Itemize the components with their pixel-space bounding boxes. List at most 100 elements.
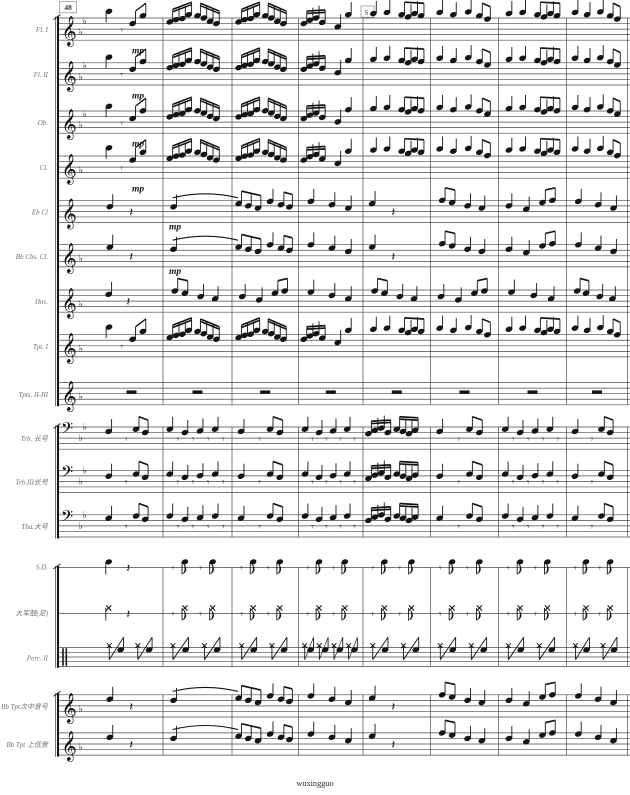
svg-text:♭: ♭ <box>79 300 83 310</box>
svg-text:大军鼓(足): 大军鼓(足) <box>15 610 48 618</box>
svg-text:𝄾: 𝄾 <box>120 118 123 129</box>
svg-text:mp: mp <box>169 223 181 233</box>
svg-text:𝄾: 𝄾 <box>120 342 123 353</box>
svg-text:𝄞: 𝄞 <box>62 154 77 186</box>
svg-text:𝄾: 𝄾 <box>192 522 195 533</box>
svg-text:wuxingguo: wuxingguo <box>296 779 333 788</box>
svg-text:♭: ♭ <box>79 166 83 176</box>
svg-text:♭: ♭ <box>79 434 83 444</box>
svg-text:𝄾: 𝄾 <box>466 610 469 621</box>
svg-text:♭: ♭ <box>82 511 86 521</box>
svg-text:𝄾: 𝄾 <box>512 522 515 533</box>
svg-text:𝄾: 𝄾 <box>556 522 559 533</box>
svg-text:𝄾: 𝄾 <box>371 610 374 621</box>
svg-text:𝄾: 𝄾 <box>325 522 328 533</box>
svg-text:𝄾: 𝄾 <box>207 522 210 533</box>
svg-text:𝄢: 𝄢 <box>61 421 73 442</box>
svg-text:𝄾: 𝄾 <box>192 478 195 489</box>
svg-text:♭: ♭ <box>79 73 83 83</box>
svg-text:𝄽: 𝄽 <box>129 699 133 713</box>
svg-text:𝄾: 𝄾 <box>172 610 175 621</box>
svg-text:𝄾: 𝄾 <box>398 610 401 621</box>
svg-text:Tpt. I: Tpt. I <box>33 343 49 351</box>
svg-text:𝄾: 𝄾 <box>353 478 356 489</box>
svg-text:𝄾: 𝄾 <box>258 434 261 445</box>
svg-text:𝄾: 𝄾 <box>591 434 594 445</box>
svg-text:♭: ♭ <box>82 466 86 476</box>
svg-text:𝄾: 𝄾 <box>125 434 128 445</box>
svg-text:𝄾: 𝄾 <box>267 610 270 621</box>
svg-text:𝄾: 𝄾 <box>332 610 335 621</box>
svg-text:𝄾: 𝄾 <box>598 610 601 621</box>
svg-text:mp: mp <box>132 91 144 101</box>
svg-text:Trb. 长号: Trb. 长号 <box>21 435 49 443</box>
svg-text:𝄾: 𝄾 <box>125 478 128 489</box>
svg-text:♭: ♭ <box>79 478 83 488</box>
svg-text:𝄾: 𝄾 <box>177 522 180 533</box>
svg-text:♭: ♭ <box>82 17 86 27</box>
svg-text:♭: ♭ <box>79 345 83 355</box>
svg-text:𝄞: 𝄞 <box>62 61 77 93</box>
svg-text:𝄽: 𝄽 <box>391 738 395 752</box>
svg-text:𝄽: 𝄽 <box>129 205 133 219</box>
svg-text:♭: ♭ <box>79 121 83 131</box>
svg-text:𝄾: 𝄾 <box>591 522 594 533</box>
svg-text:𝄾: 𝄾 <box>542 478 545 489</box>
svg-text:𝄾: 𝄾 <box>258 478 261 489</box>
svg-text:𝄾: 𝄾 <box>457 434 460 445</box>
svg-text:𝄾: 𝄾 <box>527 434 530 445</box>
svg-text:𝄞: 𝄞 <box>62 288 77 320</box>
svg-text:𝄾: 𝄾 <box>120 25 123 36</box>
svg-text:𝄞: 𝄞 <box>62 731 77 763</box>
svg-text:𝄾: 𝄾 <box>439 610 442 621</box>
svg-text:𝄞: 𝄞 <box>62 693 77 725</box>
svg-text:𝄾: 𝄾 <box>332 564 335 575</box>
svg-text:𝄾: 𝄾 <box>172 564 175 575</box>
svg-text:𝄾: 𝄾 <box>199 564 202 575</box>
svg-text:𝄾: 𝄾 <box>527 478 530 489</box>
svg-text:Tba.大号: Tba.大号 <box>21 523 49 531</box>
svg-text:𝄾: 𝄾 <box>311 522 314 533</box>
svg-text:𝄾: 𝄾 <box>466 564 469 575</box>
svg-text:Bb Tpt 上低音: Bb Tpt 上低音 <box>6 741 49 749</box>
svg-text:𝄾: 𝄾 <box>177 434 180 445</box>
svg-text:𝄾: 𝄾 <box>556 478 559 489</box>
svg-text:𝄾: 𝄾 <box>325 434 328 445</box>
svg-text:𝄾: 𝄾 <box>398 564 401 575</box>
svg-text:𝄾: 𝄾 <box>439 564 442 575</box>
svg-text:𝄾: 𝄾 <box>325 478 328 489</box>
svg-text:48: 48 <box>64 3 72 12</box>
svg-text:𝄾: 𝄾 <box>598 564 601 575</box>
svg-text:𝄾: 𝄾 <box>574 610 577 621</box>
svg-text:𝄾: 𝄾 <box>574 564 577 575</box>
svg-text:Bb Cbs. Cl.: Bb Cbs. Cl. <box>16 253 49 261</box>
svg-text:𝄾: 𝄾 <box>512 478 515 489</box>
svg-text:𝄾: 𝄾 <box>125 522 128 533</box>
svg-text:𝄾: 𝄾 <box>240 564 243 575</box>
svg-text:♭: ♭ <box>79 28 83 38</box>
svg-text:𝄾: 𝄾 <box>527 522 530 533</box>
svg-text:𝄾: 𝄾 <box>306 564 309 575</box>
svg-text:Fl. II: Fl. II <box>33 71 49 79</box>
svg-text:𝄽: 𝄽 <box>129 738 133 752</box>
svg-text:𝄢: 𝄢 <box>61 464 73 485</box>
svg-text:𝄾: 𝄾 <box>556 434 559 445</box>
svg-text:𝄾: 𝄾 <box>542 434 545 445</box>
svg-text:𝄾: 𝄾 <box>353 522 356 533</box>
svg-text:𝄾: 𝄾 <box>507 564 510 575</box>
svg-text:𝄾: 𝄾 <box>591 478 594 489</box>
svg-text:𝄽: 𝄽 <box>391 205 395 219</box>
svg-text:𝄾: 𝄾 <box>258 522 261 533</box>
svg-text:𝄾: 𝄾 <box>207 478 210 489</box>
svg-text:♭: ♭ <box>82 110 86 120</box>
svg-text:𝄾: 𝄾 <box>311 434 314 445</box>
svg-text:♭: ♭ <box>82 62 86 72</box>
svg-text:♭: ♭ <box>82 423 86 433</box>
svg-text:𝄽: 𝄽 <box>126 607 130 621</box>
svg-text:S.D.: S.D. <box>36 563 48 571</box>
svg-text:𝄞: 𝄞 <box>62 380 77 412</box>
svg-text:𝄽: 𝄽 <box>126 295 130 309</box>
svg-text:𝄞: 𝄞 <box>62 332 77 364</box>
svg-text:𝄾: 𝄾 <box>222 434 225 445</box>
svg-text:𝄽: 𝄽 <box>126 561 130 575</box>
